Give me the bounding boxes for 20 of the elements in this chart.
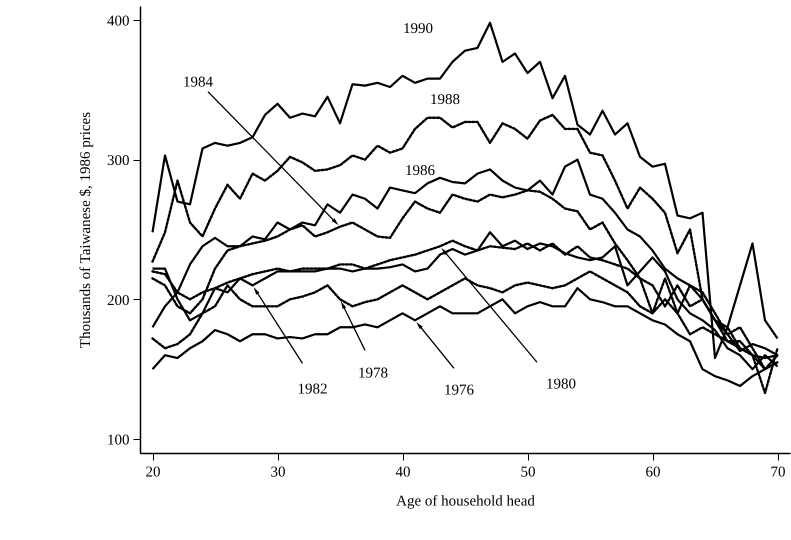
y-axis-title: Thousands of Taiwanese $, 1986 prices bbox=[78, 112, 94, 348]
x-tick-label: 50 bbox=[520, 464, 536, 480]
x-tick-label: 30 bbox=[270, 464, 286, 480]
annotation: 1988 bbox=[430, 92, 460, 108]
annotation: 1986 bbox=[405, 163, 436, 179]
y-tick-label: 200 bbox=[107, 292, 130, 309]
x-tick-label: 70 bbox=[770, 464, 786, 480]
x-tick-label: 40 bbox=[396, 464, 410, 480]
annotation: 1980 bbox=[546, 376, 576, 392]
y-tick-label: 400 bbox=[107, 13, 130, 30]
annotation: 1984 bbox=[183, 74, 214, 91]
annotation: 1976 bbox=[444, 382, 474, 398]
x-tick-label: 20 bbox=[146, 464, 160, 480]
x-axis-title: Age of household head bbox=[396, 494, 536, 510]
y-tick-label: 300 bbox=[107, 153, 130, 170]
y-tick-label: 100 bbox=[107, 432, 130, 449]
annotation: 1982 bbox=[298, 381, 328, 398]
annotation: 1990 bbox=[403, 21, 433, 37]
x-tick-label: 60 bbox=[646, 464, 660, 480]
annotation: 1978 bbox=[358, 365, 388, 382]
